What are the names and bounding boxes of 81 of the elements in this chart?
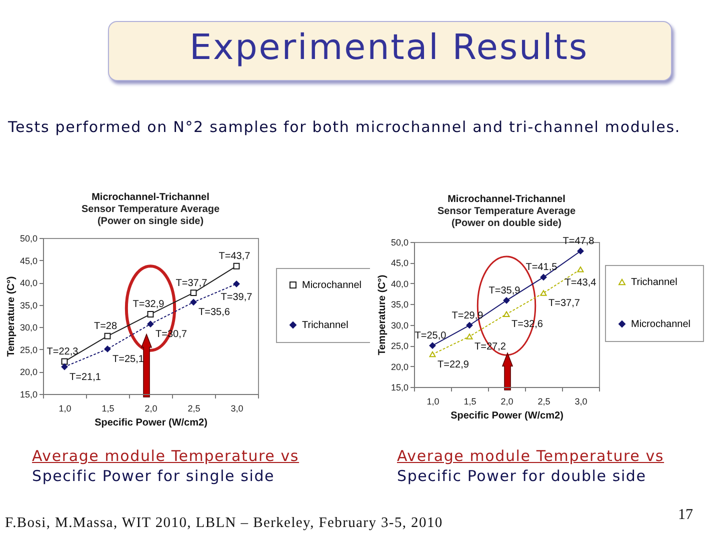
chart-title: Microchannel-Trichannel: [448, 194, 566, 206]
data-label: T=22,3: [46, 346, 79, 358]
y-tick-label: 40,0: [20, 278, 38, 288]
chart-subtitle: Sensor Temperature Average (Power on double side): [437, 206, 576, 230]
point: [466, 334, 473, 340]
data-label: T=28: [94, 321, 118, 332]
legend-label: Microchannel: [631, 319, 690, 330]
data-label: T=32,9: [132, 299, 165, 310]
text: Average module Temperature vs: [32, 446, 300, 466]
x-tick-label: 1,0: [426, 396, 440, 406]
point: [190, 290, 197, 296]
x-tick-label: 1,5: [102, 404, 114, 414]
data-label: T=35,9: [488, 285, 521, 296]
data-label: T=43,7: [218, 251, 251, 262]
data-label: T=41,5: [526, 262, 558, 274]
y-tick-label: 35,0: [390, 300, 408, 310]
point: [147, 320, 154, 328]
x-tick-label: 2,5: [188, 404, 200, 414]
point: [104, 332, 111, 340]
y-tick-label: 50,0: [390, 238, 408, 248]
text: Experimental Results: [188, 27, 590, 70]
legend-label: Microchannel: [302, 280, 362, 291]
y-tick-label: 20,0: [390, 362, 408, 372]
text: 17: [678, 507, 693, 524]
point: [503, 311, 510, 317]
x-axis-title: Specific Power (W/cm2): [94, 418, 208, 428]
data-label: T=22,9: [438, 359, 470, 370]
point: [61, 358, 68, 365]
text: F.Bosi, M.Massa, WIT 2010, LBLN – Berkeley, February 3-5, 2010: [5, 515, 443, 532]
y-tick-label: 30,0: [20, 322, 38, 333]
point: [577, 266, 584, 272]
data-label: T=35,6: [198, 307, 230, 318]
y-tick-label: 15,0: [390, 382, 408, 392]
point: [429, 342, 436, 349]
point: [577, 248, 584, 254]
legend-label: Trichannel: [302, 320, 348, 331]
data-label: T=25,0: [414, 330, 447, 342]
point: [104, 346, 111, 352]
point: [503, 297, 510, 304]
x-tick-label: 3,0: [230, 404, 244, 414]
y-tick-label: 20,0: [20, 367, 38, 378]
point: [61, 364, 68, 370]
data-label: T=21,1: [70, 372, 102, 383]
x-tick-label: 1,5: [464, 396, 476, 406]
data-label: T=47,8: [562, 236, 595, 248]
chart-title: Microchannel-Trichannel: [92, 192, 210, 203]
y-tick-label: 45,0: [20, 256, 38, 266]
legend-label: Trichannel: [631, 277, 678, 288]
point: [466, 322, 473, 329]
x-tick-label: 3,0: [574, 396, 588, 406]
y-axis-title: Temperature (C°): [6, 276, 17, 357]
text: Tests performed on N°2 samples for both microchannel and tri-channel modules.: [8, 118, 681, 136]
data-label: T=37,7: [176, 278, 208, 289]
point: [190, 298, 197, 306]
y-tick-label: 25,0: [390, 341, 408, 352]
text: Average module Temperature vs: [397, 446, 664, 466]
y-tick-label: 50,0: [20, 234, 38, 244]
text: Specific Power for single side: [32, 466, 276, 486]
point: [429, 351, 436, 358]
point: [540, 274, 547, 280]
y-tick-label: 45,0: [390, 258, 408, 268]
x-axis-title: Specific Power (W/cm2): [450, 410, 564, 422]
y-tick-label: 25,0: [20, 344, 38, 355]
text: Specific Power for double side: [397, 466, 648, 486]
y-tick-label: 40,0: [390, 278, 408, 289]
point: [233, 280, 240, 288]
point: [540, 290, 547, 296]
x-tick-label: 2,5: [538, 396, 550, 406]
x-tick-label: 2,0: [500, 396, 514, 406]
point: [147, 310, 154, 318]
x-tick-label: 2,0: [144, 404, 158, 414]
y-tick-label: 35,0: [20, 300, 38, 310]
data-label: T=43,4: [564, 277, 597, 288]
point: [233, 262, 240, 270]
y-axis-title: Temperature (C°): [376, 274, 388, 356]
y-tick-label: 30,0: [390, 320, 408, 330]
y-tick-label: 15,0: [20, 390, 38, 400]
data-label: T=39,7: [220, 292, 253, 303]
data-label: T=37,7: [548, 298, 580, 309]
x-tick-label: 1,0: [58, 404, 72, 414]
chart-subtitle: Sensor Temperature Average (Power on single side): [81, 204, 220, 227]
